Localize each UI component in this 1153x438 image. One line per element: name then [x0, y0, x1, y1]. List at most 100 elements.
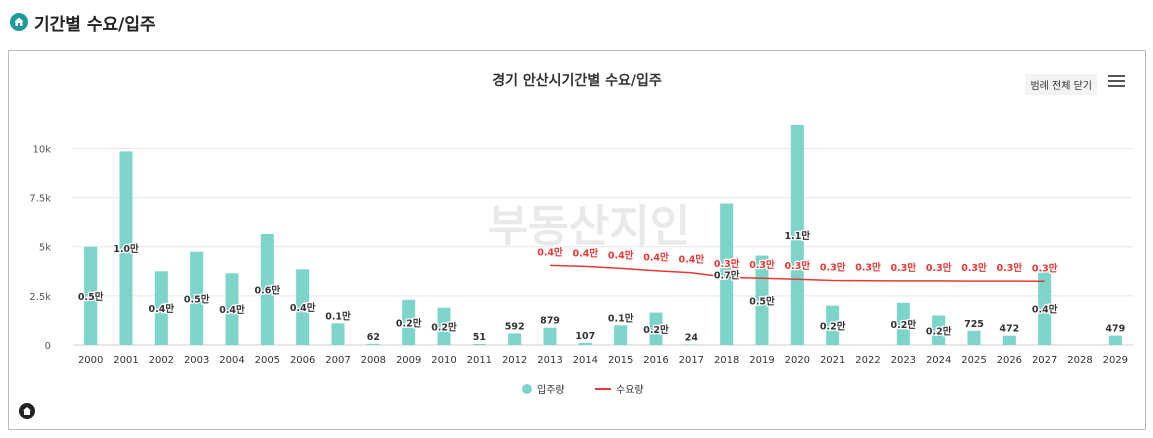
line-data-label: 0.4만 [537, 246, 563, 258]
x-tick-label: 2002 [149, 355, 174, 366]
x-tick-label: 2011 [467, 355, 492, 366]
x-tick-label: 2015 [608, 355, 633, 366]
chart-title: 경기 안산시기간별 수요/입주 [492, 73, 662, 89]
line-data-label: 0.3만 [926, 262, 952, 274]
page-title: 기간별 수요/입주 [34, 14, 156, 35]
x-tick-label: 2013 [537, 355, 562, 366]
line-data-label: 0.4만 [573, 247, 599, 259]
x-tick-label: 2010 [431, 355, 456, 366]
x-tick-label: 2020 [785, 355, 810, 366]
logo-icon [19, 403, 35, 419]
bar-data-label: 1.0만 [113, 243, 139, 255]
bar-data-label: 0.1만 [608, 312, 634, 324]
home-icon [10, 13, 28, 31]
legend-toggle-button[interactable]: 범례 전체 닫기 [1025, 74, 1097, 95]
bar-data-label: 107 [575, 331, 595, 342]
bar [1002, 335, 1016, 345]
x-tick-label: 2027 [1032, 355, 1057, 366]
x-tick-label: 2009 [396, 355, 421, 366]
x-tick-label: 2019 [749, 355, 774, 366]
x-tick-label: 2006 [290, 355, 315, 366]
bar-data-label: 0.6만 [255, 284, 281, 296]
bar-data-label: 0.2만 [643, 324, 669, 336]
x-tick-label: 2014 [573, 355, 598, 366]
watermark-text: 부동산지인 [488, 201, 690, 252]
bar [826, 305, 840, 345]
bar [190, 251, 204, 345]
line-data-label: 0.3만 [785, 260, 811, 272]
demand-line [549, 264, 1045, 283]
bar [967, 330, 981, 345]
bar-data-label: 0.2만 [820, 320, 846, 332]
bar [896, 302, 910, 345]
y-tick-label: 10k [32, 144, 51, 155]
bar [649, 312, 663, 345]
x-tick-label: 2021 [820, 355, 845, 366]
bar-data-label: 725 [964, 319, 984, 330]
line-data-label: 0.3만 [820, 262, 846, 274]
y-tick-label: 7.5k [29, 194, 51, 205]
x-tick-label: 2003 [184, 355, 209, 366]
bar-data-label: 0.7만 [714, 269, 740, 281]
bar-data-label: 0.2만 [396, 317, 422, 329]
x-tick-label: 2004 [219, 355, 244, 366]
x-tick-label: 2005 [255, 355, 280, 366]
legend-bar-label: 입주량 [537, 383, 565, 396]
hamburger-menu-icon[interactable] [1108, 75, 1125, 89]
bar-data-label: 0.4만 [1032, 304, 1058, 316]
x-tick-label: 2001 [113, 355, 138, 366]
bar [578, 342, 592, 345]
x-tick-label: 2024 [926, 355, 951, 366]
bar [260, 233, 274, 345]
bar [437, 307, 451, 345]
bar-data-label: 1.1만 [785, 230, 811, 242]
bar-data-label: 24 [685, 333, 699, 344]
bar-data-label: 0.2만 [431, 321, 457, 333]
bar-data-label: 0.1만 [325, 310, 351, 322]
bar-data-label: 62 [367, 332, 380, 343]
bar [84, 246, 98, 345]
line-data-label: 0.4만 [608, 249, 634, 261]
bar [508, 333, 522, 345]
bar-data-label: 0.4만 [149, 303, 175, 315]
line-data-label: 0.4만 [643, 252, 669, 264]
bar-data-label: 0.4만 [290, 302, 316, 314]
line-data-label: 0.3만 [961, 262, 987, 274]
x-tick-label: 2007 [325, 355, 350, 366]
bar [932, 315, 946, 345]
x-tick-label: 2029 [1103, 355, 1128, 366]
bar [543, 327, 557, 345]
bar-data-label: 0.2만 [891, 319, 917, 331]
line-data-label: 0.3만 [749, 259, 775, 271]
bar-data-label: 472 [999, 324, 1019, 335]
bar [296, 269, 310, 345]
x-tick-label: 2028 [1067, 355, 1092, 366]
x-tick-label: 2000 [78, 355, 103, 366]
x-tick-label: 2008 [361, 355, 386, 366]
y-tick-label: 5k [39, 243, 51, 254]
chart-panel: 부동산지인 0 2.5k 5k 7.5k 10k 2000 2001 2002 2003 2004 2… [8, 50, 1146, 430]
x-tick-label: 2016 [643, 355, 668, 366]
legend-line-label: 수요량 [616, 384, 644, 396]
bar [119, 151, 133, 345]
x-tick-label: 2023 [891, 355, 916, 366]
x-tick-label: 2025 [961, 355, 986, 366]
page-header: 기간별 수요/입주 [10, 8, 156, 36]
legend-bar-marker [522, 384, 532, 394]
line-data-label: 0.3만 [855, 262, 881, 274]
line-data-label: 0.3만 [1032, 262, 1058, 274]
x-tick-label: 2022 [855, 355, 880, 366]
bar-data-label: 0.4만 [219, 304, 245, 316]
line-data-label: 0.3만 [714, 258, 740, 270]
line-data-label: 0.3만 [891, 262, 917, 274]
x-tick-label: 2012 [502, 355, 527, 366]
x-tick-label: 2026 [997, 355, 1022, 366]
bar [225, 273, 239, 345]
bar [720, 203, 734, 345]
chart-svg: 부동산지인 0 2.5k 5k 7.5k 10k 2000 2001 2002 2003 2004 2… [29, 124, 1133, 396]
bar [366, 343, 380, 345]
bar-data-label: 0.5만 [749, 295, 775, 307]
bar [154, 271, 168, 345]
bar-data-label: 479 [1105, 324, 1125, 335]
bar [331, 323, 345, 345]
